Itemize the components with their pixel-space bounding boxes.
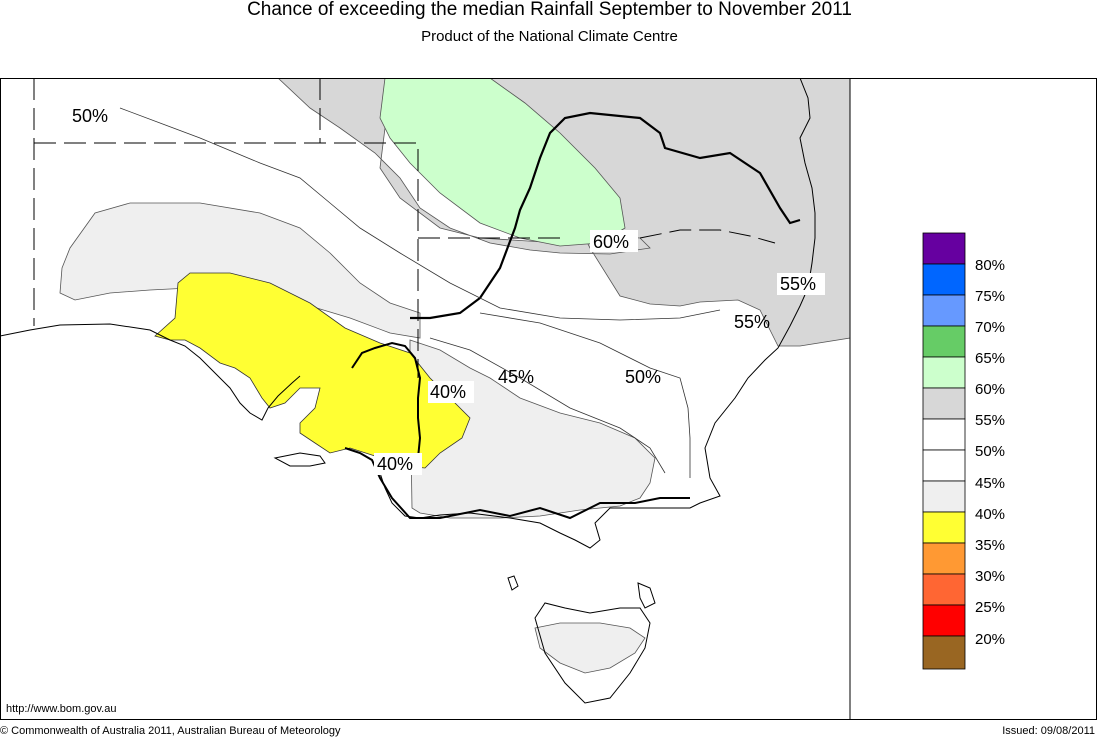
label-50-mid: 50%: [625, 367, 661, 387]
map-frame: [0, 78, 1097, 720]
label-55-east: 55%: [780, 274, 816, 294]
legend-label: 80%: [975, 257, 1006, 274]
rainfall-map: 50% 60% 55% 55% 40% 45% 50% 40%: [0, 78, 966, 720]
label-55-mid: 55%: [734, 312, 770, 332]
legend-label: 50%: [975, 443, 1006, 460]
legend-label: 30%: [975, 568, 1006, 585]
legend-label: 25%: [975, 599, 1006, 616]
legend-swatch: [922, 418, 966, 451]
label-45: 45%: [498, 367, 534, 387]
legend-swatch: [922, 542, 966, 575]
contour-45: [429, 337, 666, 474]
label-50-northwest: 50%: [72, 106, 108, 126]
label-40-south: 40%: [377, 454, 413, 474]
legend-label: 70%: [975, 319, 1006, 336]
legend-swatch: [922, 449, 966, 482]
copyright-notice: © Commonwealth of Australia 2011, Austra…: [0, 725, 341, 737]
zone-45-west: [59, 202, 421, 339]
legend-label: 20%: [975, 631, 1006, 648]
legend-swatches: [922, 232, 966, 670]
legend-swatch: [922, 635, 966, 670]
label-40-east: 40%: [430, 382, 466, 402]
legend-swatch: [922, 573, 966, 606]
contour-50b: [479, 312, 691, 478]
label-60: 60%: [593, 232, 629, 252]
legend-swatch: [922, 232, 966, 265]
legend-swatch: [922, 480, 966, 513]
dashed-border: [33, 78, 776, 378]
coastline: [0, 78, 816, 549]
legend-label: 45%: [975, 475, 1006, 492]
legend-swatch: [922, 294, 966, 327]
legend-swatch: [922, 325, 966, 358]
legend-label: 75%: [975, 288, 1006, 305]
legend-label: 35%: [975, 537, 1006, 554]
zone-45-tasmania: [534, 622, 646, 674]
legend-label: 65%: [975, 350, 1006, 367]
flinders-island: [637, 582, 656, 609]
zone-60-green: [379, 78, 626, 247]
issued-date: Issued: 09/08/2011: [1002, 725, 1095, 737]
source-url: http://www.bom.gov.au: [6, 703, 117, 715]
legend-swatch: [922, 263, 966, 296]
tasmania-outline: [534, 602, 651, 704]
kangaroo-island: [273, 452, 326, 467]
king-island: [507, 575, 519, 591]
legend-label: 60%: [975, 381, 1006, 398]
map-title: Chance of exceeding the median Rainfall …: [247, 0, 852, 20]
legend-label: 40%: [975, 506, 1006, 523]
contour-50: [119, 107, 721, 321]
map-subtitle: Product of the National Climate Centre: [421, 28, 678, 45]
legend-swatch: [922, 511, 966, 544]
legend-swatch: [922, 387, 966, 420]
legend-swatch: [922, 356, 966, 389]
legend-label: 55%: [975, 412, 1006, 429]
state-border: [410, 111, 801, 320]
